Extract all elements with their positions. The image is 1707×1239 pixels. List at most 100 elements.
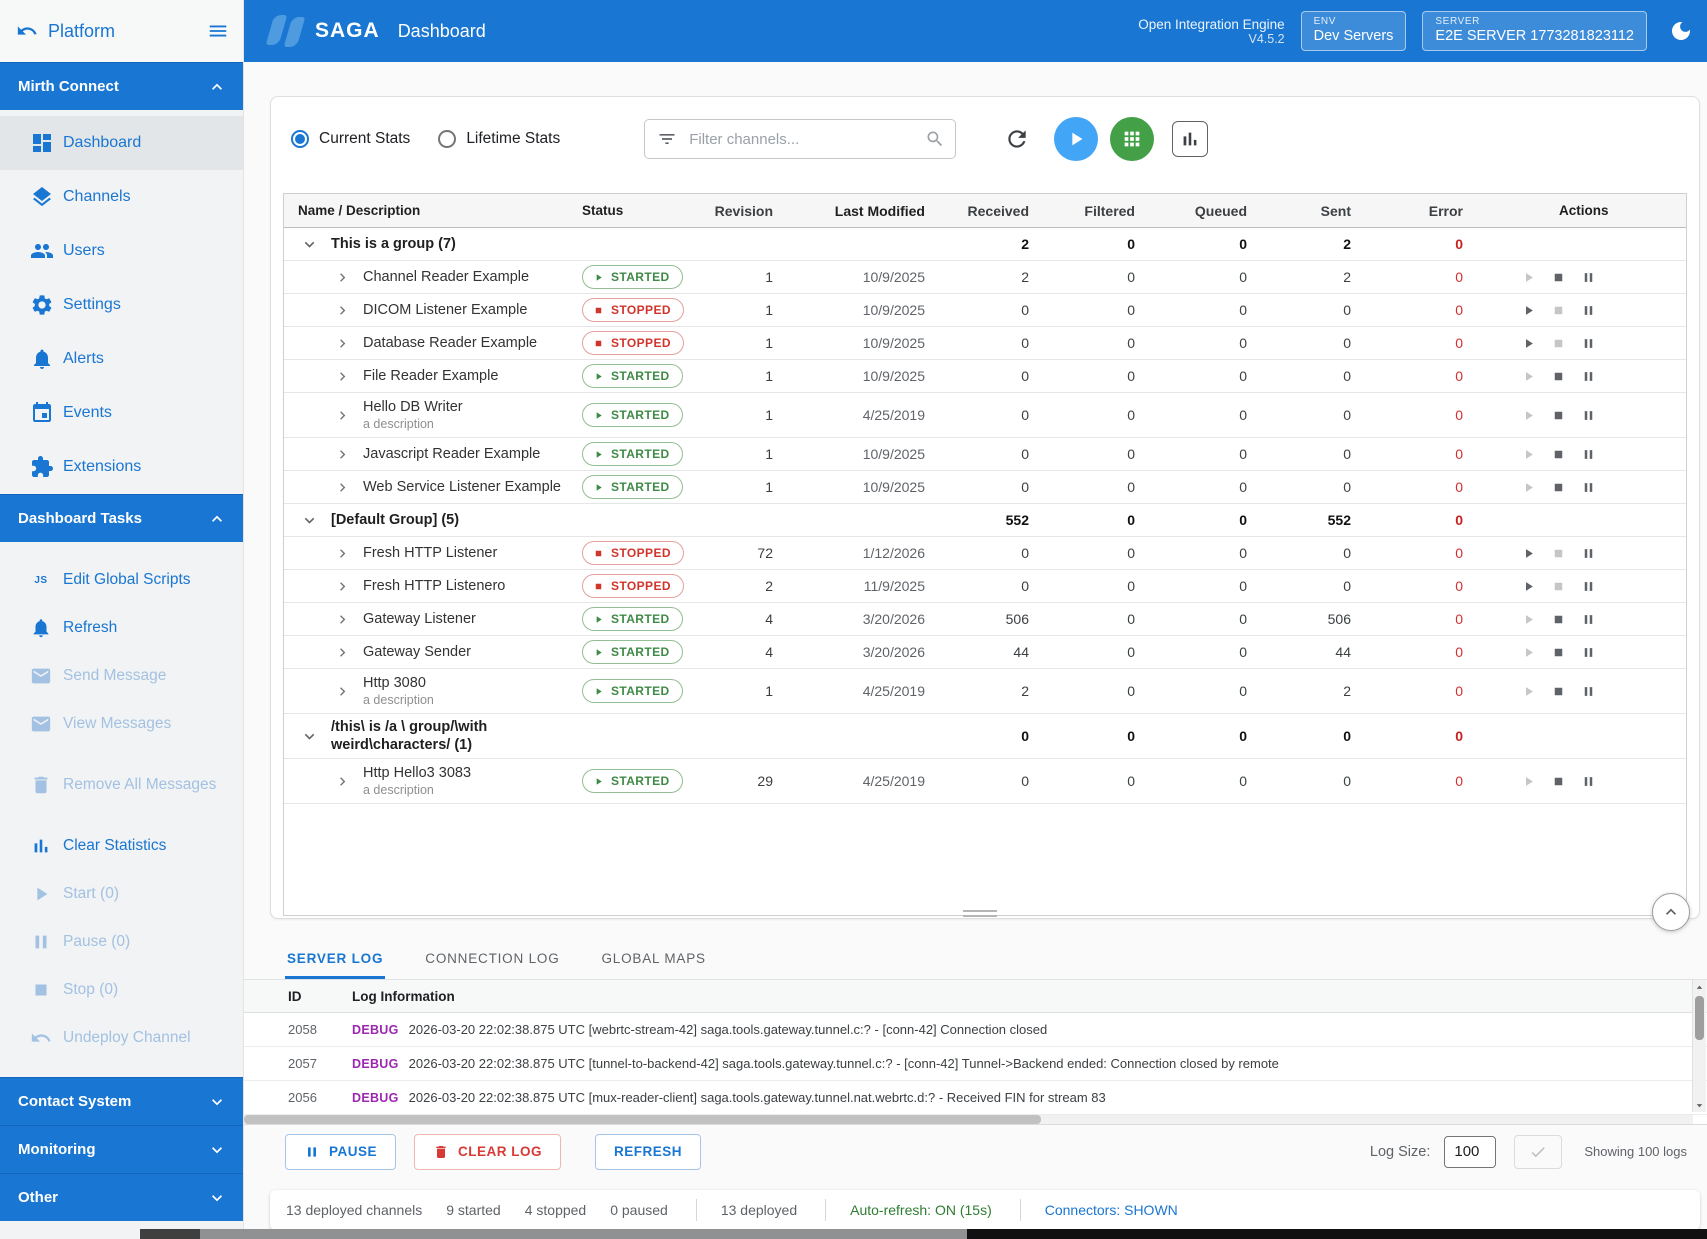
pause-channel-action[interactable]	[1581, 408, 1596, 423]
start-channel-action[interactable]	[1521, 303, 1536, 318]
radio-lifetime-stats[interactable]: Lifetime Stats	[438, 130, 560, 148]
col-queued[interactable]: Queued	[1194, 202, 1247, 219]
sidebar-item-settings[interactable]: Settings	[0, 278, 243, 332]
channel-row[interactable]: Gateway Listener STARTED 4 3/20/2026 506 0 0 50…	[284, 603, 1686, 636]
pause-channel-action[interactable]	[1581, 447, 1596, 462]
channel-row[interactable]: Channel Reader Example STARTED 1 10/9/2025 2…	[284, 261, 1686, 294]
scrollbar-thumb[interactable]	[244, 1115, 1041, 1124]
col-name-description[interactable]: Name / Description	[298, 203, 421, 218]
chevron-right-icon[interactable]	[334, 644, 351, 661]
env-selector[interactable]: ENV Dev Servers	[1300, 11, 1407, 51]
chevron-right-icon[interactable]	[334, 611, 351, 628]
scrollbar-down-arrow[interactable]	[1693, 1099, 1706, 1111]
chevron-right-icon[interactable]	[334, 545, 351, 562]
sidebar-section-dashboard-tasks[interactable]: Dashboard Tasks	[0, 494, 243, 542]
stop-channel-action[interactable]	[1551, 480, 1566, 495]
pause-log-button[interactable]: PAUSE	[285, 1133, 397, 1170]
sidebar-item-dashboard[interactable]: Dashboard	[0, 116, 243, 170]
pause-channel-action[interactable]	[1581, 546, 1596, 561]
task-refresh[interactable]: Refresh	[0, 604, 243, 652]
stop-channel-action[interactable]	[1551, 774, 1566, 789]
pause-channel-action[interactable]	[1581, 270, 1596, 285]
stop-channel-action[interactable]	[1551, 369, 1566, 384]
chevron-right-icon[interactable]	[334, 773, 351, 790]
menu-icon[interactable]	[207, 20, 229, 42]
col-received[interactable]: Received	[967, 202, 1029, 219]
group-row[interactable]: /this\ is /a \ group/\with weird\charact…	[284, 714, 1686, 759]
chevron-down-icon[interactable]	[300, 511, 319, 530]
sidebar-item-alerts[interactable]: Alerts	[0, 332, 243, 386]
channel-row[interactable]: Gateway Sender STARTED 4 3/20/2026 44 0 0 44 0	[284, 636, 1686, 669]
pause-channel-action[interactable]	[1581, 774, 1596, 789]
pause-channel-action[interactable]	[1581, 303, 1596, 318]
pause-channel-action[interactable]	[1581, 612, 1596, 627]
stop-channel-action[interactable]	[1551, 408, 1566, 423]
pause-channel-action[interactable]	[1581, 645, 1596, 660]
sidebar-section-other[interactable]: Other	[0, 1173, 243, 1221]
start-channel-action[interactable]	[1521, 546, 1536, 561]
log-horizontal-scrollbar[interactable]	[244, 1115, 1693, 1124]
moon-icon[interactable]	[1669, 19, 1693, 43]
refresh-log-button[interactable]: REFRESH	[595, 1133, 702, 1170]
group-row[interactable]: [Default Group] (5) 552 0 0 552 0	[284, 504, 1686, 537]
sidebar-item-users[interactable]: Users	[0, 224, 243, 278]
col-error[interactable]: Error	[1428, 202, 1463, 219]
channel-row[interactable]: Web Service Listener Example STARTED 1 10/9…	[284, 471, 1686, 504]
channel-row[interactable]: Fresh HTTP Listener STOPPED 72 1/12/2026 0 0 0…	[284, 537, 1686, 570]
col-filtered[interactable]: Filtered	[1084, 202, 1135, 219]
statistics-view-button[interactable]	[1172, 121, 1209, 157]
chevron-right-icon[interactable]	[334, 407, 351, 424]
stop-channel-action[interactable]	[1551, 645, 1566, 660]
channel-row[interactable]: Hello DB Writer a description STARTED 1 4/25…	[284, 393, 1686, 438]
group-row[interactable]: This is a group (7) 2 0 0 2 0	[284, 228, 1686, 261]
stop-channel-action[interactable]	[1551, 612, 1566, 627]
chevron-right-icon[interactable]	[334, 479, 351, 496]
pause-channel-action[interactable]	[1581, 684, 1596, 699]
panel-splitter-handle[interactable]	[963, 910, 997, 920]
chevron-right-icon[interactable]	[334, 368, 351, 385]
col-sent[interactable]: Sent	[1320, 202, 1351, 219]
scrollbar-thumb[interactable]	[1695, 996, 1704, 1040]
task-clear-statistics[interactable]: Clear Statistics	[0, 822, 243, 870]
stop-channel-action[interactable]	[1551, 447, 1566, 462]
filter-channels-input[interactable]	[687, 129, 926, 149]
chevron-right-icon[interactable]	[334, 269, 351, 286]
task-edit-global-scripts[interactable]: JS Edit Global Scripts	[0, 556, 243, 604]
start-channel-action[interactable]	[1521, 336, 1536, 351]
pause-channel-action[interactable]	[1581, 480, 1596, 495]
channel-row[interactable]: Fresh HTTP Listenero STOPPED 2 11/9/2025 0 0 0…	[284, 570, 1686, 603]
channel-row[interactable]: Javascript Reader Example STARTED 1 10/9/20…	[284, 438, 1686, 471]
refresh-icon[interactable]	[1004, 126, 1030, 152]
tab-connection-log[interactable]: CONNECTION LOG	[425, 951, 560, 966]
channel-row[interactable]: File Reader Example STARTED 1 10/9/2025 0 0 0 0…	[284, 360, 1686, 393]
apply-log-size-button[interactable]	[1514, 1134, 1563, 1169]
chevron-right-icon[interactable]	[334, 302, 351, 319]
channel-row[interactable]: Http Hello3 3083 a description STARTED 29 4/…	[284, 759, 1686, 804]
col-status[interactable]: Status	[582, 203, 624, 218]
start-channel-action[interactable]	[1521, 579, 1536, 594]
radio-current-stats[interactable]: Current Stats	[291, 130, 410, 148]
scroll-to-top-button[interactable]	[1652, 893, 1690, 931]
pause-channel-action[interactable]	[1581, 369, 1596, 384]
group-view-button[interactable]	[1110, 117, 1155, 161]
pause-channel-action[interactable]	[1581, 579, 1596, 594]
tab-server-log[interactable]: SERVER LOG	[285, 951, 386, 979]
server-selector[interactable]: SERVER E2E SERVER 1773281823112	[1422, 11, 1647, 51]
tab-global-maps[interactable]: GLOBAL MAPS	[601, 951, 706, 966]
clear-log-button[interactable]: CLEAR LOG	[414, 1133, 562, 1170]
auto-refresh-toggle[interactable]: Auto-refresh: ON (15s)	[850, 1202, 992, 1218]
log-vertical-scrollbar[interactable]	[1692, 980, 1706, 1112]
col-revision[interactable]: Revision	[714, 202, 773, 219]
undo-icon[interactable]	[16, 20, 38, 42]
channel-row[interactable]: DICOM Listener Example STOPPED 1 10/9/2025 0…	[284, 294, 1686, 327]
sidebar-item-events[interactable]: Events	[0, 386, 243, 440]
chevron-right-icon[interactable]	[334, 683, 351, 700]
scrollbar-up-arrow[interactable]	[1693, 981, 1706, 993]
stop-channel-action[interactable]	[1551, 270, 1566, 285]
pause-channel-action[interactable]	[1581, 336, 1596, 351]
chevron-right-icon[interactable]	[334, 335, 351, 352]
chevron-right-icon[interactable]	[334, 446, 351, 463]
chevron-down-icon[interactable]	[300, 235, 319, 254]
stop-channel-action[interactable]	[1551, 684, 1566, 699]
sidebar-item-channels[interactable]: Channels	[0, 170, 243, 224]
